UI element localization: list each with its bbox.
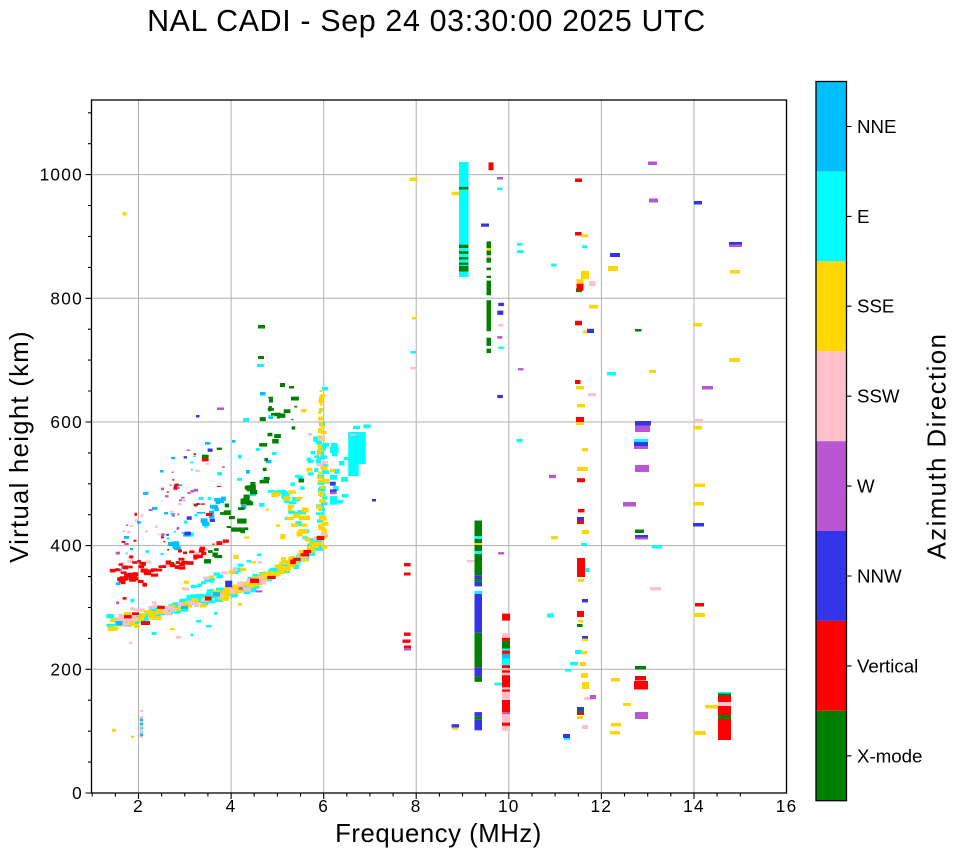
svg-text:8: 8 (411, 796, 422, 816)
svg-text:1000: 1000 (40, 165, 83, 185)
svg-text:X-mode: X-mode (857, 745, 922, 766)
svg-text:W: W (857, 476, 875, 497)
svg-text:Frequency (MHz): Frequency (MHz) (335, 820, 542, 848)
svg-text:SSW: SSW (857, 386, 900, 407)
svg-text:NNE: NNE (857, 116, 896, 137)
svg-text:6: 6 (318, 796, 329, 816)
svg-text:600: 600 (50, 412, 83, 432)
svg-text:2: 2 (133, 796, 144, 816)
svg-text:200: 200 (50, 659, 83, 679)
svg-text:4: 4 (226, 796, 237, 816)
svg-text:14: 14 (683, 796, 705, 816)
svg-text:E: E (857, 206, 869, 227)
svg-text:12: 12 (591, 796, 613, 816)
svg-text:800: 800 (50, 288, 83, 308)
svg-text:SSE: SSE (857, 296, 894, 317)
svg-text:Virtual height (km): Virtual height (km) (6, 330, 34, 563)
svg-text:16: 16 (776, 796, 798, 816)
svg-text:Vertical: Vertical (857, 655, 918, 676)
svg-text:NNW: NNW (857, 566, 902, 587)
svg-text:10: 10 (498, 796, 520, 816)
svg-text:0: 0 (72, 783, 83, 803)
svg-text:Azimuth Direction: Azimuth Direction (924, 333, 952, 560)
svg-text:NAL CADI - Sep 24 03:30:00 202: NAL CADI - Sep 24 03:30:00 2025 UTC (147, 4, 706, 38)
svg-text:400: 400 (50, 536, 83, 556)
